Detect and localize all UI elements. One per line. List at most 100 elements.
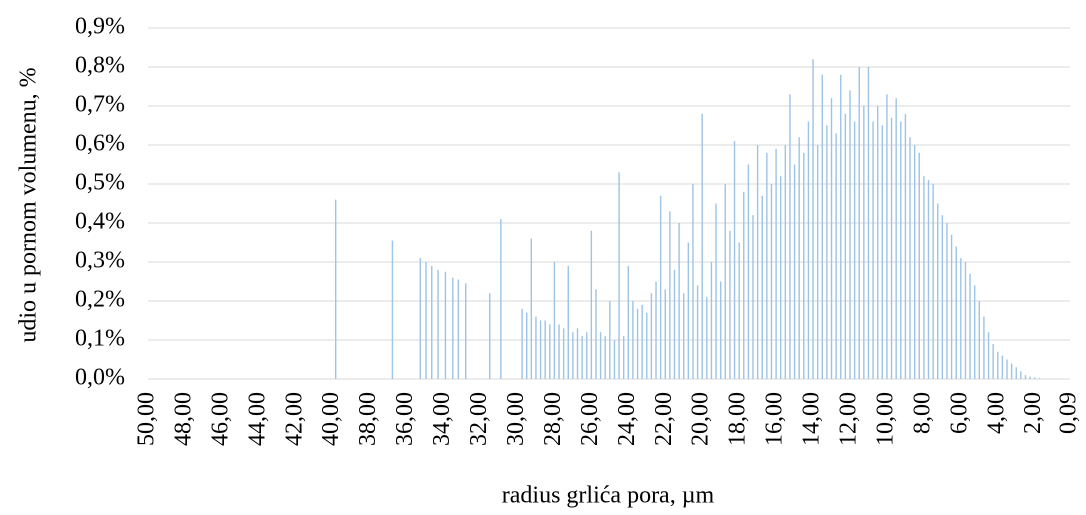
bar	[636, 308, 639, 379]
x-tick-label: 34,00	[429, 392, 455, 446]
bar	[992, 343, 994, 379]
bar	[724, 184, 726, 379]
bar	[646, 312, 648, 379]
bar	[544, 320, 546, 379]
bar	[549, 324, 551, 379]
bar	[729, 230, 731, 379]
bar	[890, 117, 893, 379]
bar	[937, 203, 939, 379]
x-tick-label: 12,00	[835, 392, 861, 446]
y-tick-label: 0,2%	[75, 287, 125, 313]
bar	[770, 184, 773, 379]
bar	[946, 223, 948, 379]
bar	[1020, 371, 1022, 379]
bar	[1015, 367, 1017, 379]
bar	[687, 242, 690, 379]
bar	[909, 137, 911, 379]
bar	[955, 246, 957, 379]
bar	[881, 125, 884, 379]
bar	[973, 285, 976, 379]
bar	[844, 113, 847, 380]
bar	[867, 67, 870, 379]
bar	[457, 279, 460, 379]
bar	[627, 265, 630, 379]
x-tick-label: 6,00	[946, 392, 972, 434]
bar	[609, 301, 611, 379]
bar	[696, 285, 699, 379]
y-tick-label: 0,6%	[75, 131, 125, 157]
bar	[613, 340, 616, 379]
bar	[562, 328, 565, 379]
x-tick-label: 48,00	[170, 392, 196, 446]
bar	[918, 152, 920, 379]
bar	[581, 336, 583, 379]
y-tick-label: 0,3%	[75, 248, 125, 274]
x-tick-label: 50,00	[134, 392, 160, 446]
bar	[586, 332, 588, 379]
bar	[1038, 378, 1041, 379]
y-tick-label: 0,8%	[75, 53, 125, 79]
bar	[521, 308, 523, 379]
bar	[425, 262, 427, 379]
bar	[500, 219, 502, 379]
bar	[913, 145, 916, 379]
bar	[752, 215, 754, 379]
bar	[950, 234, 953, 379]
bar	[595, 289, 597, 379]
x-tick-label: 28,00	[540, 392, 566, 446]
bar	[590, 230, 593, 379]
x-tick-label: 44,00	[244, 392, 270, 446]
bar	[1010, 363, 1013, 379]
bar	[719, 281, 722, 379]
bar	[553, 262, 556, 379]
bar	[969, 273, 971, 379]
bar	[775, 148, 777, 379]
x-tick-label: 42,00	[281, 392, 307, 446]
bar	[701, 113, 703, 380]
bar	[535, 316, 537, 379]
bar	[798, 137, 800, 379]
x-tick-label: 30,00	[503, 392, 529, 446]
bar	[766, 152, 768, 379]
bar	[895, 98, 897, 379]
bar	[599, 332, 602, 379]
bar	[927, 180, 930, 379]
bar	[821, 74, 823, 380]
x-tick-label: 40,00	[318, 392, 344, 446]
bar	[692, 184, 694, 379]
bar	[632, 301, 634, 379]
x-tick-label: 46,00	[207, 392, 233, 446]
bar	[780, 176, 782, 379]
bar	[1001, 355, 1004, 379]
x-tick-label: 2,00	[1020, 392, 1046, 434]
bar	[431, 265, 433, 379]
x-axis-label: radius grlića pora, µm	[502, 483, 715, 509]
bar	[567, 265, 569, 379]
x-tick-label: 0,09	[1056, 392, 1082, 434]
bar	[419, 258, 421, 379]
bar	[983, 316, 985, 379]
bar	[863, 106, 865, 379]
bar	[803, 152, 805, 379]
bar	[334, 199, 337, 379]
y-tick-label: 0,0%	[75, 365, 125, 391]
bar	[733, 141, 736, 379]
bar	[738, 242, 740, 379]
bar	[526, 312, 528, 379]
bar	[659, 195, 662, 379]
bar	[1029, 376, 1031, 379]
bar	[872, 121, 874, 379]
bar	[789, 94, 791, 380]
bar	[835, 133, 837, 379]
bar	[904, 113, 907, 380]
bar	[812, 59, 814, 379]
x-tick-label: 38,00	[355, 392, 381, 446]
x-tick-label: 18,00	[725, 392, 751, 446]
bar	[618, 172, 620, 379]
bar	[761, 195, 763, 379]
y-axis-label: udio u pornom volumenu, %	[16, 67, 42, 342]
bar	[900, 121, 902, 379]
bar	[558, 324, 560, 379]
bar	[655, 281, 657, 379]
